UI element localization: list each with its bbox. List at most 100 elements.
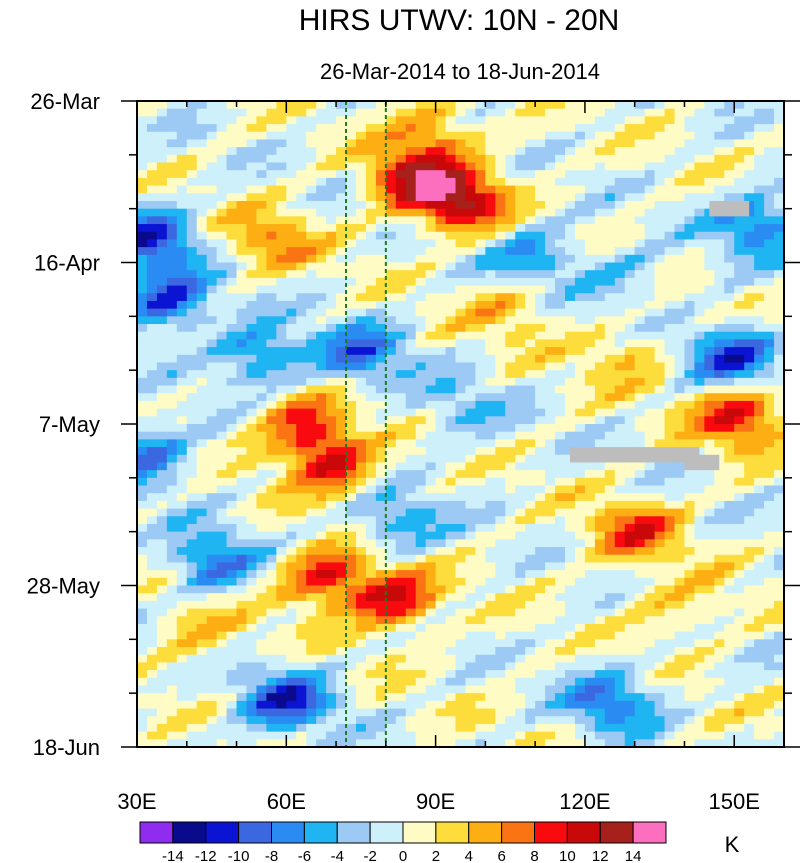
- heat-cell: [505, 216, 516, 225]
- heat-cell: [624, 216, 636, 225]
- heat-cell: [146, 285, 158, 294]
- heat-cell: [435, 124, 447, 133]
- heat-cell: [505, 585, 516, 594]
- heat-cell: [395, 131, 407, 141]
- heat-cell: [256, 700, 267, 710]
- heat-cell: [425, 408, 437, 417]
- heat-cell: [535, 585, 546, 594]
- heat-cell: [166, 239, 178, 248]
- heat-cell: [186, 331, 198, 340]
- heat-cell: [385, 108, 397, 117]
- heat-cell: [704, 316, 715, 325]
- heat-cell: [226, 262, 238, 271]
- heat-cell: [475, 316, 486, 325]
- heat-cell: [555, 293, 566, 302]
- heat-cell: [246, 731, 258, 740]
- heat-cell: [246, 277, 258, 287]
- heat-cell: [306, 193, 317, 202]
- heat-cell: [306, 247, 317, 256]
- heat-cell: [306, 393, 317, 402]
- heat-cell: [584, 285, 596, 294]
- heat-cell: [455, 270, 467, 279]
- heat-cell: [475, 508, 486, 517]
- heat-cell: [186, 739, 198, 747]
- heat-cell: [256, 516, 267, 525]
- heat-cell: [266, 262, 277, 271]
- heat-cell: [525, 154, 536, 164]
- heat-cell: [435, 408, 447, 417]
- heat-cell: [684, 585, 696, 594]
- heat-cell: [604, 262, 616, 271]
- heat-cell: [375, 139, 387, 148]
- heat-cell: [604, 316, 616, 325]
- heat-cell: [465, 462, 477, 471]
- heat-cell: [664, 577, 676, 587]
- heat-cell: [176, 647, 188, 656]
- heat-cell: [724, 316, 735, 325]
- heat-cell: [226, 477, 238, 487]
- heat-cell: [435, 208, 447, 217]
- heat-cell: [206, 516, 218, 525]
- heat-cell: [475, 170, 486, 179]
- heat-cell: [684, 739, 696, 747]
- heat-cell: [455, 377, 467, 387]
- heat-cell: [455, 623, 467, 633]
- heat-cell: [276, 108, 287, 117]
- heat-cell: [525, 370, 536, 379]
- heat-cell: [485, 193, 496, 202]
- heat-cell: [664, 362, 676, 371]
- heat-cell: [495, 185, 506, 194]
- heat-cell: [206, 231, 218, 241]
- heat-cell: [137, 147, 148, 156]
- heat-cell: [584, 324, 596, 333]
- heat-cell: [176, 216, 188, 225]
- heat-cell: [545, 139, 556, 148]
- heat-cell: [226, 277, 238, 287]
- heat-cell: [206, 262, 218, 271]
- heat-cell: [326, 362, 337, 371]
- heat-cell: [206, 208, 218, 217]
- heat-cell: [485, 116, 496, 125]
- heat-cell: [515, 470, 526, 479]
- heat-cell: [515, 262, 526, 271]
- heat-cell: [624, 231, 636, 241]
- heat-cell: [654, 731, 666, 740]
- heat-cell: [346, 331, 357, 340]
- heat-cell: [535, 124, 546, 133]
- heat-cell: [346, 108, 357, 117]
- heat-cell: [186, 254, 198, 264]
- heat-cell: [395, 416, 407, 425]
- heat-cell: [475, 331, 486, 340]
- heat-cell: [306, 570, 317, 579]
- heat-cell: [355, 600, 367, 610]
- heat-cell: [714, 454, 725, 464]
- heat-cell: [604, 347, 616, 356]
- heat-cell: [206, 708, 218, 717]
- heat-cell: [505, 700, 516, 710]
- heat-cell: [286, 539, 297, 548]
- heat-cell: [196, 593, 208, 602]
- heat-cell: [276, 523, 287, 533]
- heat-cell: [286, 385, 297, 394]
- heat-cell: [624, 662, 636, 671]
- heat-cell: [365, 354, 377, 364]
- heat-cell: [714, 623, 725, 633]
- heat-cell: [465, 616, 477, 625]
- heat-cell: [445, 462, 457, 471]
- heat-cell: [425, 731, 437, 740]
- heat-cell: [296, 139, 307, 148]
- heat-cell: [465, 131, 477, 141]
- heat-cell: [664, 139, 676, 148]
- heat-cell: [296, 200, 307, 210]
- heat-cell: [276, 623, 287, 633]
- heat-cell: [286, 577, 297, 587]
- heat-cell: [346, 639, 357, 648]
- heat-cell: [196, 454, 208, 464]
- heat-cell: [525, 508, 536, 517]
- heat-cell: [565, 554, 576, 564]
- heat-cell: [485, 108, 496, 117]
- heat-cell: [415, 208, 427, 217]
- heat-cell: [137, 270, 148, 279]
- heat-cell: [485, 616, 496, 625]
- heat-cell: [674, 162, 686, 171]
